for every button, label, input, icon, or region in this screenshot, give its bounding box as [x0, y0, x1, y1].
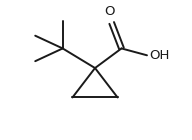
Text: OH: OH: [149, 49, 169, 62]
Text: O: O: [104, 5, 115, 18]
